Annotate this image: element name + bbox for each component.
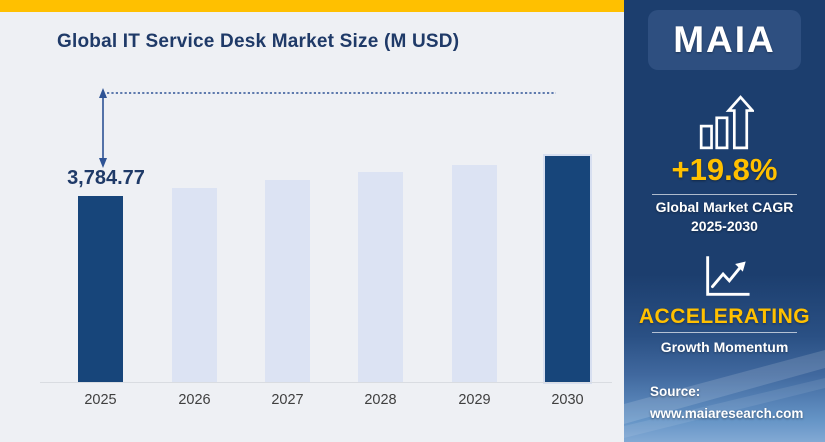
bar-value-label-2025: 3,784.77 <box>67 167 145 189</box>
source-label: Source: <box>650 384 701 399</box>
bar-chart-up-arrow-icon <box>624 94 825 152</box>
maia-logo-badge: MAIA <box>648 10 801 70</box>
cagr-label-line1: Global Market CAGR <box>655 199 794 215</box>
cagr-value: +19.8% <box>671 152 778 187</box>
bar-2026 <box>172 188 217 382</box>
maia-logo-text: MAIA <box>673 19 776 60</box>
chart-panel: Global IT Service Desk Market Size (M US… <box>0 0 624 408</box>
x-axis-label-2029: 2029 <box>458 392 491 408</box>
divider-line <box>652 332 797 333</box>
bar-2029 <box>452 165 497 382</box>
source-url: www.maiaresearch.com <box>650 406 804 422</box>
momentum-value: ACCELERATING <box>638 305 811 328</box>
line-chart-up-icon <box>624 250 825 302</box>
x-axis-label-2025: 2025 <box>84 392 117 408</box>
bar-2030 <box>545 156 590 382</box>
source-block: Source: www.maiaresearch.com <box>650 381 803 426</box>
bar-2027 <box>265 180 310 382</box>
top-accent-bar <box>0 0 624 12</box>
x-axis-label-2027: 2027 <box>271 392 304 408</box>
brand-sidebar: MAIA +19.8% Global Market CAGR 2025-2030… <box>624 0 825 442</box>
x-axis-label-2030: 2030 <box>551 392 584 408</box>
chart-title: Global IT Service Desk Market Size (M US… <box>57 31 460 52</box>
bar-2028 <box>358 172 403 382</box>
cagr-label-line2: 2025-2030 <box>691 218 758 234</box>
bar-2025 <box>78 196 123 382</box>
x-axis-line <box>40 382 612 383</box>
x-axis-label-2026: 2026 <box>178 392 211 408</box>
x-axis-label-2028: 2028 <box>364 392 397 408</box>
momentum-label: Growth Momentum <box>660 339 789 355</box>
divider-line <box>652 194 797 195</box>
wave-decoration <box>624 350 825 438</box>
